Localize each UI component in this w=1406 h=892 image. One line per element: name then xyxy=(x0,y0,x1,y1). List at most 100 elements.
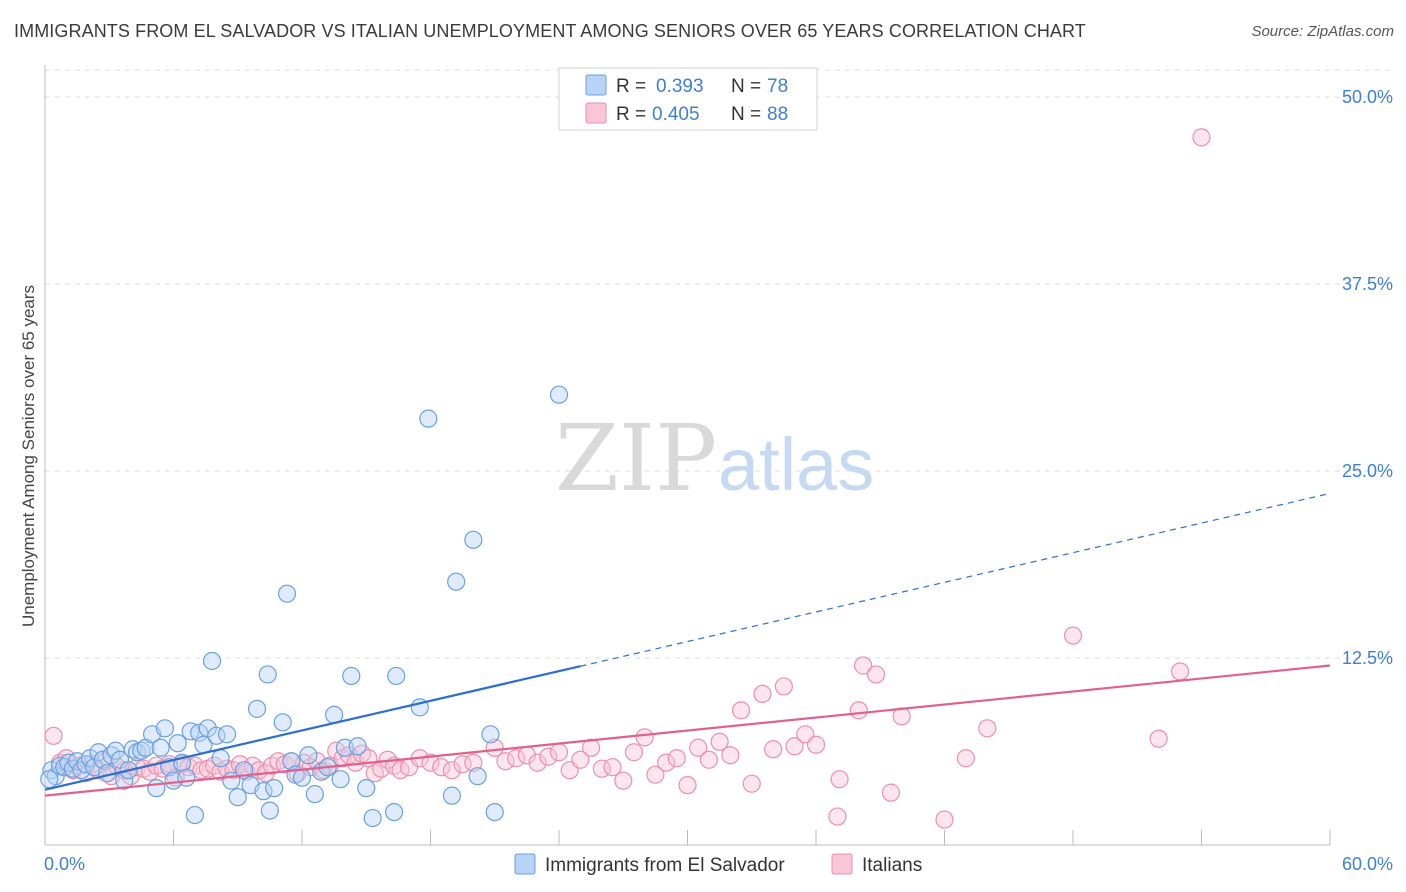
data-point xyxy=(273,713,292,732)
data-point xyxy=(202,651,222,671)
n-value-pink: 88 xyxy=(767,104,788,125)
data-point xyxy=(468,767,487,786)
data-point xyxy=(614,771,633,790)
trend-lines xyxy=(44,492,1331,797)
watermark-zip: ZIP xyxy=(555,405,717,512)
data-point xyxy=(646,765,665,784)
data-point xyxy=(528,753,547,772)
data-point xyxy=(384,802,404,822)
data-point xyxy=(211,749,230,768)
data-point xyxy=(678,776,697,795)
data-point xyxy=(699,750,719,769)
data-point xyxy=(935,810,954,829)
data-point xyxy=(689,738,708,757)
axes xyxy=(44,65,1331,846)
data-point xyxy=(357,779,376,798)
source-credit: Source: ZipAtlas.com xyxy=(1251,23,1394,40)
series-legend-label-italians: Italians xyxy=(862,855,922,876)
data-point xyxy=(731,701,751,720)
data-point xyxy=(549,385,569,404)
x-tick-label: 60.0% xyxy=(1342,854,1393,874)
y-tick-label: 37.5% xyxy=(1342,274,1393,294)
data-point xyxy=(348,737,367,756)
y-tick-label: 50.0% xyxy=(1342,87,1393,107)
stats-legend-swatch-blue xyxy=(585,74,607,96)
series-legend: Immigrants from El Salvador Italians xyxy=(514,853,922,876)
data-point xyxy=(40,770,59,789)
data-point xyxy=(1063,626,1083,645)
data-point xyxy=(299,746,318,765)
data-point xyxy=(481,725,500,744)
data-point xyxy=(830,770,849,789)
el-salvador-points xyxy=(40,385,569,828)
data-point xyxy=(185,805,205,825)
data-point xyxy=(247,699,267,718)
data-point xyxy=(147,779,166,798)
data-point xyxy=(292,768,312,787)
y-axis-label: Unemployment Among Seniors over 65 years xyxy=(19,285,38,627)
watermark-atlas: atlas xyxy=(718,423,874,506)
data-point xyxy=(854,656,873,675)
data-point xyxy=(190,723,209,742)
y-tick-label: 25.0% xyxy=(1342,461,1393,481)
data-point xyxy=(44,726,63,745)
data-point xyxy=(667,749,686,768)
data-point xyxy=(464,530,483,549)
svg-text:R = 0.393 N =: R = 0.393 N = 78 xyxy=(616,76,788,97)
data-point xyxy=(217,725,237,744)
data-point xyxy=(485,802,504,822)
r-value-pink: 0.405 xyxy=(652,104,700,125)
data-point xyxy=(710,732,729,751)
chart-title: IMMIGRANTS FROM EL SALVADOR VS ITALIAN U… xyxy=(14,21,1086,41)
data-point xyxy=(277,584,297,603)
data-point xyxy=(624,743,644,762)
watermark: ZIP atlas xyxy=(555,405,874,512)
data-point xyxy=(881,783,901,802)
data-point xyxy=(1149,729,1168,748)
data-point xyxy=(539,747,558,766)
data-point xyxy=(764,740,783,759)
data-point xyxy=(254,782,273,801)
data-point xyxy=(155,719,175,738)
r-label: R = xyxy=(616,104,651,125)
data-point xyxy=(363,808,382,828)
data-point xyxy=(331,770,350,789)
data-point xyxy=(432,758,451,777)
data-point xyxy=(742,774,761,793)
svg-text:R = 0.405 N =: R = 0.405 N = 88 xyxy=(616,104,788,125)
data-point xyxy=(507,749,526,768)
data-point xyxy=(635,728,654,747)
data-point xyxy=(151,738,170,757)
stats-legend-swatch-pink xyxy=(585,102,607,124)
x-tick-label: 0.0% xyxy=(44,854,85,874)
data-point xyxy=(168,734,187,753)
data-point xyxy=(442,786,462,805)
data-point xyxy=(785,737,804,756)
data-point xyxy=(228,788,247,807)
series-legend-swatch-pink xyxy=(831,853,853,875)
data-point xyxy=(442,761,462,780)
gridlines xyxy=(45,69,1392,659)
data-point xyxy=(342,666,361,686)
data-point xyxy=(447,572,466,591)
data-point xyxy=(956,749,976,768)
series-legend-label-el-salvador: Immigrants from El Salvador xyxy=(545,855,785,876)
data-point xyxy=(1170,662,1190,681)
data-point xyxy=(265,779,284,798)
r-value-blue: 0.393 xyxy=(656,76,704,97)
italians-trend-solid xyxy=(44,664,1331,797)
data-point xyxy=(828,807,847,826)
n-value-blue: 78 xyxy=(767,76,788,97)
series-legend-swatch-blue xyxy=(514,853,536,875)
data-point xyxy=(978,719,997,738)
data-point xyxy=(419,409,438,428)
data-point xyxy=(806,735,826,754)
el-salvador-trend-solid xyxy=(44,665,581,791)
data-point xyxy=(421,753,440,772)
n-label: N = xyxy=(731,104,766,125)
data-point xyxy=(656,753,676,772)
data-point xyxy=(571,750,590,769)
data-point xyxy=(260,801,279,820)
data-point xyxy=(387,666,406,686)
